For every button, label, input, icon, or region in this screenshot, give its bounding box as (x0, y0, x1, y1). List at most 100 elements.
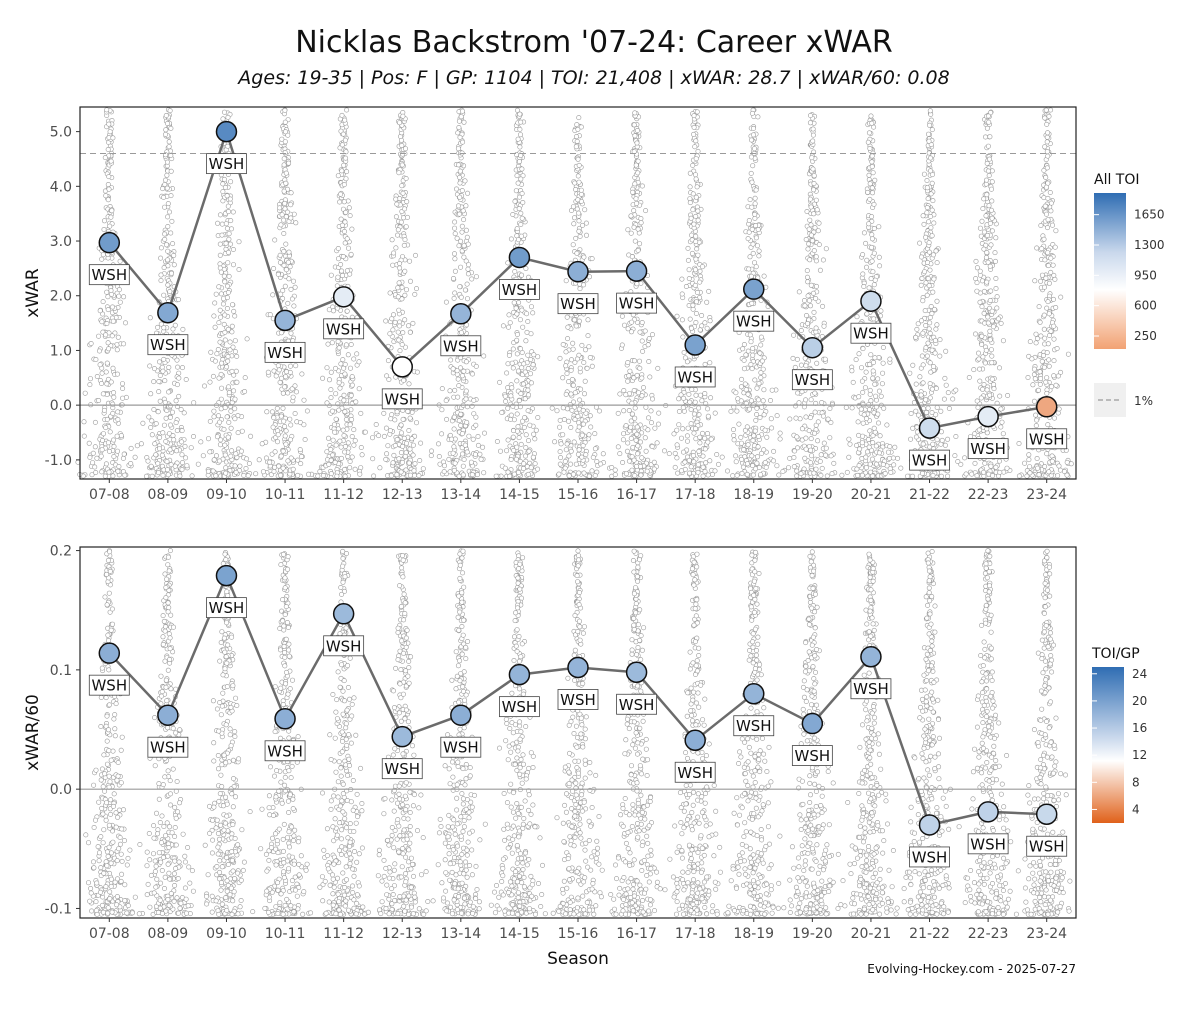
league-point (292, 410, 298, 416)
league-point (111, 437, 117, 443)
league-point (638, 472, 644, 478)
league-point (281, 162, 287, 168)
league-point (468, 459, 474, 465)
league-point (225, 353, 231, 359)
league-point (465, 271, 471, 277)
league-point (158, 272, 164, 278)
league-point (643, 208, 649, 214)
league-point (702, 361, 708, 367)
league-point (337, 199, 343, 205)
league-point (512, 268, 518, 274)
league-point (463, 258, 469, 264)
league-point (803, 397, 809, 403)
league-point (914, 326, 920, 332)
league-point (455, 146, 461, 152)
league-point (459, 223, 465, 229)
league-point (123, 320, 129, 326)
league-point (101, 431, 107, 437)
league-point (371, 473, 377, 479)
league-point (674, 313, 680, 319)
league-point (517, 144, 523, 150)
league-point (570, 471, 576, 477)
league-point (108, 379, 114, 385)
league-point (564, 370, 570, 376)
league-point (100, 311, 106, 317)
league-point (865, 436, 871, 442)
league-point (502, 393, 508, 399)
league-point (403, 440, 409, 446)
chart-title: Nicklas Backstrom '07-24: Career xWAR (295, 25, 893, 60)
league-point (465, 266, 471, 272)
league-point (803, 414, 809, 420)
league-point (808, 204, 814, 210)
league-point (638, 220, 644, 226)
league-point (927, 155, 933, 161)
league-point (523, 432, 529, 438)
league-point (400, 113, 406, 119)
league-point (870, 359, 876, 365)
league-point (634, 463, 640, 469)
league-point (925, 131, 931, 137)
league-point (576, 318, 582, 324)
league-point (761, 447, 767, 453)
league-point (458, 294, 464, 300)
league-point (689, 250, 695, 256)
league-point (94, 455, 100, 461)
league-point (110, 304, 116, 310)
league-point (586, 432, 592, 438)
league-point (867, 196, 873, 202)
league-point (507, 320, 513, 326)
league-point (388, 473, 394, 479)
league-point (416, 473, 422, 479)
league-point (332, 459, 338, 465)
league-point (617, 451, 623, 457)
league-point (843, 404, 849, 410)
league-point (741, 366, 747, 372)
league-point (390, 327, 396, 333)
league-point (678, 435, 684, 441)
league-point (648, 408, 654, 414)
league-point (168, 125, 174, 131)
league-point (674, 442, 680, 448)
league-point (530, 310, 536, 316)
league-point (235, 430, 241, 436)
league-point (164, 242, 170, 248)
league-point (863, 454, 869, 460)
league-point (233, 368, 239, 374)
league-point (694, 184, 700, 190)
league-point (286, 249, 292, 255)
league-point (626, 458, 632, 464)
league-point (576, 228, 582, 234)
league-point (509, 360, 515, 366)
league-point (288, 422, 294, 428)
league-point (236, 239, 242, 245)
league-point (506, 312, 512, 318)
league-point (557, 417, 563, 423)
league-point (441, 469, 447, 475)
league-point (877, 433, 883, 439)
league-point (222, 109, 228, 115)
league-point (347, 422, 353, 428)
league-point (461, 456, 467, 462)
league-point (182, 443, 188, 449)
league-point (222, 405, 228, 411)
league-point (275, 363, 281, 369)
league-point (749, 179, 755, 185)
league-point (596, 408, 602, 414)
league-point (811, 181, 817, 187)
league-point (700, 473, 706, 479)
league-point (351, 442, 357, 448)
league-point (459, 108, 465, 114)
league-point (863, 465, 869, 471)
league-point (525, 318, 531, 324)
league-point (401, 242, 407, 248)
league-point (225, 283, 231, 289)
league-point (188, 445, 194, 451)
league-point (681, 395, 687, 401)
league-point (166, 139, 172, 145)
league-point (458, 422, 464, 428)
league-point (223, 470, 229, 476)
league-point (105, 147, 111, 153)
league-point (464, 449, 470, 455)
league-point (745, 236, 751, 242)
